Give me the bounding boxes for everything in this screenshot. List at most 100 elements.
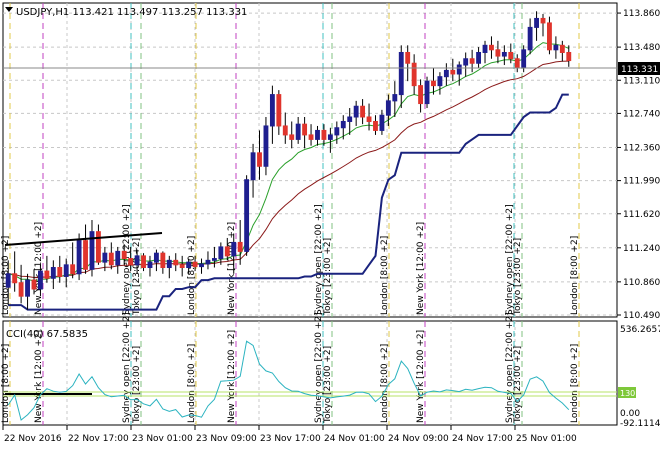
candle-body xyxy=(83,240,88,270)
candlestick-series xyxy=(5,11,572,310)
price-tick-label: 111.990 xyxy=(623,177,660,187)
candle-body xyxy=(514,58,520,69)
candle-body xyxy=(50,267,56,279)
candle-body xyxy=(437,76,443,87)
price-tick-label: 113.480 xyxy=(623,43,660,53)
candle-body xyxy=(257,152,262,167)
candle-body xyxy=(489,44,494,51)
candle-body xyxy=(443,69,449,78)
candle-body xyxy=(166,259,172,269)
candle-body xyxy=(250,152,256,181)
candle-body xyxy=(566,51,572,62)
candle-body xyxy=(315,129,320,140)
time-label: 23 Nov 17:00 xyxy=(260,434,321,444)
cci-panel[interactable]: New York [12:00 +2] Sydney open [22:00 +2… xyxy=(1,312,618,426)
candle-body xyxy=(302,123,308,136)
chart-header: USDJPY,H1 113.421 113.497 113.257 113.33… xyxy=(5,7,247,18)
candle-body xyxy=(244,179,250,252)
session-label: New York [12:00 +2] xyxy=(416,222,426,315)
session-label-cci: Tokyo [23:00 +2] xyxy=(513,346,523,424)
candle-body xyxy=(553,44,559,51)
candle-body xyxy=(373,120,378,131)
session-label-cci: Sydney open [22:00 +2] xyxy=(505,312,515,423)
candle-body xyxy=(463,58,469,66)
session-label: Sydney open [22:00 +2] xyxy=(314,204,324,315)
candle-body xyxy=(115,250,121,266)
time-axis[interactable]: 22 Nov 2016 22 Nov 17:00 23 Nov 01:00 23 No… xyxy=(2,425,577,444)
candle-body xyxy=(44,270,50,279)
candle-body xyxy=(63,264,69,277)
channel-indicator xyxy=(8,93,569,311)
candle-body xyxy=(347,116,353,122)
candle-body xyxy=(450,69,456,75)
candle-body xyxy=(534,17,539,28)
candle-body xyxy=(431,80,436,87)
candle-body xyxy=(70,264,76,275)
candle-body xyxy=(495,49,501,57)
candle-body xyxy=(211,258,217,261)
price-tick-label: 110.860 xyxy=(623,278,660,288)
candle-body xyxy=(38,270,43,290)
candle-body xyxy=(418,85,424,105)
slow-ma-line xyxy=(8,60,569,279)
symbol-info: USDJPY,H1 113.421 113.497 113.257 113.33… xyxy=(16,7,247,18)
candle-body xyxy=(134,255,140,266)
channel-lower-line xyxy=(8,93,569,311)
candle-body xyxy=(218,246,224,260)
candle-body xyxy=(224,246,230,257)
price-chart-panel[interactable]: New York [12:00 +2] Sydney open [22:00 +2… xyxy=(1,2,618,318)
trendline[interactable] xyxy=(4,232,163,246)
price-tick-label: 111.620 xyxy=(623,210,660,220)
current-price-tag: 113.331 xyxy=(618,62,660,75)
session-label: Tokyo [23:00 +2] xyxy=(132,238,142,316)
candle-body xyxy=(424,80,430,105)
session-label: London [8:00 +2] xyxy=(187,236,197,315)
price-tick-label: 112.360 xyxy=(623,143,660,153)
session-label: Tokyo [23:00 +2] xyxy=(513,238,523,316)
candle-body xyxy=(31,279,37,290)
time-label: 23 Nov 01:00 xyxy=(132,434,193,444)
candle-body xyxy=(321,129,327,140)
candle-body xyxy=(173,259,179,266)
cci-axis-zero: 0.00 xyxy=(620,409,640,419)
price-tick-label: 110.490 xyxy=(623,311,660,321)
candle-body xyxy=(559,44,565,53)
candle-body xyxy=(5,273,11,288)
candle-body xyxy=(327,134,333,140)
fast-ma-line xyxy=(8,42,569,282)
time-label: 24 Nov 09:00 xyxy=(388,434,449,444)
cci-axis[interactable]: 536.2657 130 0.00 -92.1114 xyxy=(618,325,660,429)
candle-body xyxy=(379,114,385,131)
session-label: New York [12:00 +2] xyxy=(227,222,237,315)
session-label-cci: Tokyo [23:00 +2] xyxy=(132,346,142,424)
candle-body xyxy=(508,51,514,60)
time-label: 22 Nov 17:00 xyxy=(68,434,129,444)
candle-body xyxy=(469,58,475,64)
candle-body xyxy=(263,125,269,167)
candle-body xyxy=(186,261,192,269)
cci-level-tag: 130 xyxy=(620,389,635,398)
session-label-cci: New York [12:00 +2] xyxy=(416,330,426,423)
session-label-cci: Sydney open [22:00 +2] xyxy=(314,312,324,423)
candle-body xyxy=(521,49,527,69)
candle-body xyxy=(12,273,18,284)
candle-body xyxy=(25,279,30,297)
candle-body xyxy=(95,231,101,263)
candle-body xyxy=(405,51,411,64)
price-axis[interactable]: 113.860 113.480 113.110 112.740 112.360 111.9… xyxy=(617,9,660,321)
candle-body xyxy=(57,267,63,277)
cci-line xyxy=(7,340,570,421)
time-label: 24 Nov 17:00 xyxy=(452,434,513,444)
session-label: Tokyo [23:00 +2] xyxy=(323,238,333,316)
price-tick-label: 113.110 xyxy=(623,76,660,86)
candle-body xyxy=(476,51,482,64)
session-label-cci: London [8:00 +2] xyxy=(570,344,580,423)
session-label: Sydney open [22:00 +2] xyxy=(505,204,515,315)
triangle-down-icon[interactable] xyxy=(5,7,13,12)
candle-body xyxy=(398,51,404,96)
session-label-cci: London [8:00 +2] xyxy=(1,344,11,423)
cci-label: CCI(40) 67.5835 xyxy=(6,329,88,340)
candle-body xyxy=(231,241,237,257)
candle-body xyxy=(411,62,417,87)
